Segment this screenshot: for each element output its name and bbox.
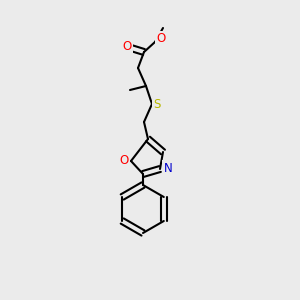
Text: O: O: [156, 32, 166, 46]
Text: S: S: [153, 98, 161, 112]
Text: O: O: [119, 154, 129, 166]
Text: N: N: [164, 161, 172, 175]
Text: O: O: [122, 40, 132, 53]
